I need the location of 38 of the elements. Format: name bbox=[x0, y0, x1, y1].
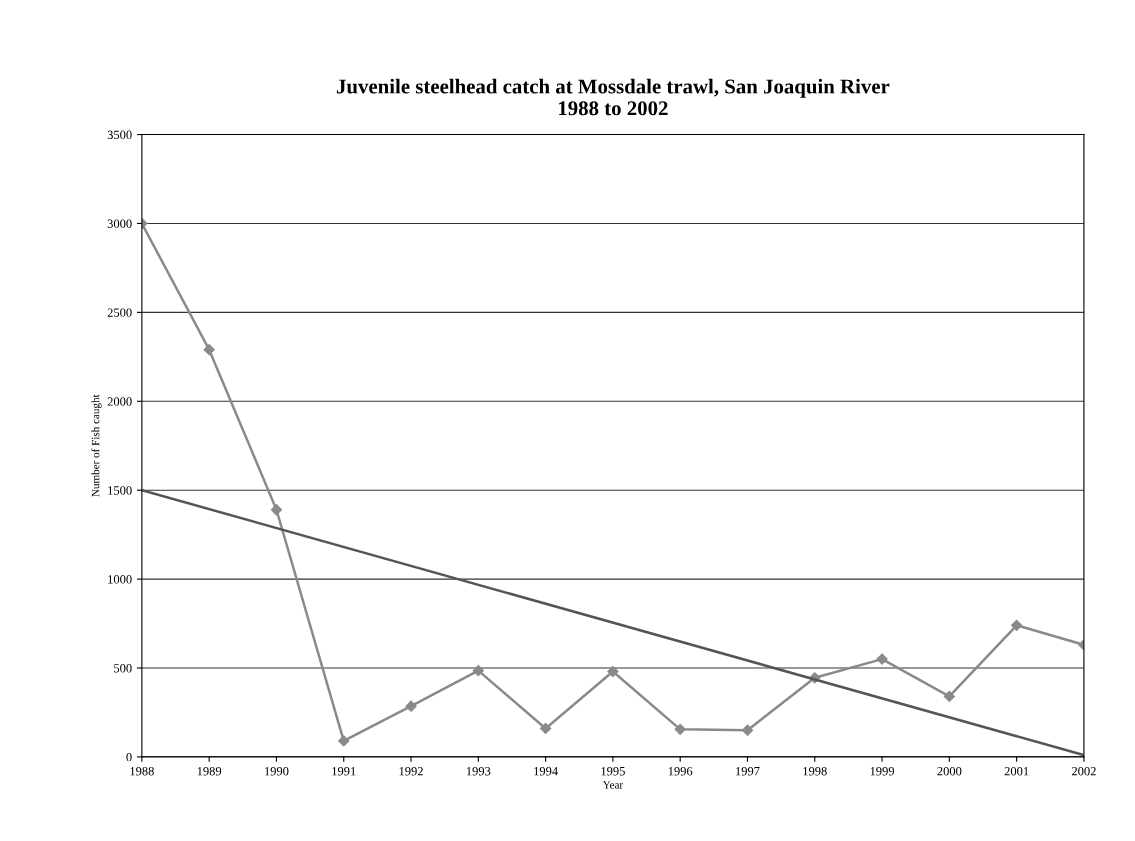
y-tick-label: 2500 bbox=[107, 308, 132, 317]
y-tick-label: 2000 bbox=[107, 397, 132, 406]
point bbox=[203, 344, 215, 356]
x-tick-label: 1996 bbox=[668, 767, 693, 776]
point bbox=[943, 690, 955, 703]
x-tick-label: 2000 bbox=[937, 766, 962, 776]
point bbox=[1011, 619, 1023, 631]
x-tick-label: 1999 bbox=[870, 767, 895, 776]
y-tick-label: 3000 bbox=[107, 219, 132, 228]
y-tick-label: 3500 bbox=[107, 130, 132, 140]
x-tick-label: 2002 bbox=[1071, 766, 1096, 776]
y-tick-label: 0 bbox=[126, 752, 132, 762]
x-tick-label: 1989 bbox=[197, 766, 222, 776]
x-tick-label: 1994 bbox=[534, 767, 558, 776]
y-tick-label: 1000 bbox=[108, 575, 132, 584]
y-axis-title: Number of Fish caught bbox=[91, 394, 102, 497]
y-tick-label: 500 bbox=[114, 664, 132, 673]
x-tick-label: 1995 bbox=[601, 767, 625, 776]
x-tick-label: 1990 bbox=[265, 766, 289, 776]
point bbox=[741, 724, 754, 736]
y-tick-label: 1500 bbox=[108, 486, 132, 495]
x-tick-label: 2001 bbox=[1004, 766, 1029, 776]
x-tick-label: 1992 bbox=[399, 767, 423, 776]
x-tick-label: 1997 bbox=[736, 767, 760, 776]
point bbox=[405, 700, 417, 712]
chart-title: Juvenile steelhead catch at Mossdale trawl, San Joaquin River 1988 to 2002 bbox=[336, 78, 890, 116]
x-tick-label: 1991 bbox=[332, 767, 356, 776]
x-tick-label: 1988 bbox=[130, 766, 154, 776]
point bbox=[674, 723, 686, 735]
point bbox=[338, 735, 350, 747]
point bbox=[607, 665, 619, 678]
x-axis-title: Year bbox=[602, 781, 624, 789]
x-tick-label: 1998 bbox=[803, 766, 827, 776]
x-tick-label: 1993 bbox=[466, 767, 491, 776]
point bbox=[876, 653, 888, 665]
point bbox=[472, 665, 484, 677]
point bbox=[270, 504, 283, 516]
point bbox=[540, 722, 552, 735]
